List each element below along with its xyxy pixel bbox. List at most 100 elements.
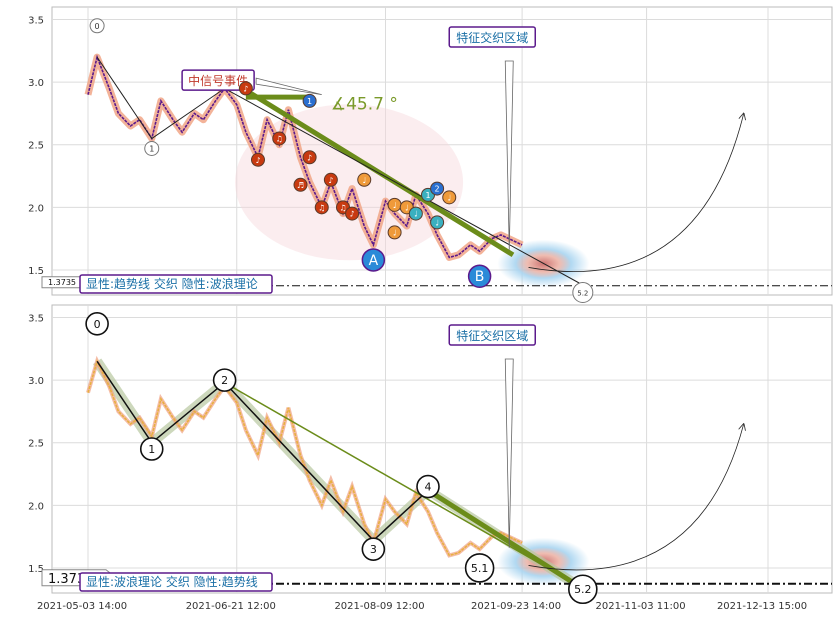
x-tick-label: 2021-06-21 12:00 <box>186 601 276 612</box>
signal-marker-text: ♫ <box>339 203 346 212</box>
bottom-annotation-label: 显性:波浪理论 交织 隐性:趋势线 <box>86 574 258 589</box>
signal-marker-text: ♪ <box>243 84 248 93</box>
wave-point-label: A <box>369 253 379 269</box>
feature-zone-label: 特征交织区域 <box>456 30 528 45</box>
signal-marker-text: 1 <box>307 97 312 106</box>
signal-marker <box>293 177 308 192</box>
y-tick-label: 2.5 <box>28 439 44 450</box>
wave-label-circle <box>144 140 160 156</box>
y-tick-label: 2.0 <box>28 501 44 512</box>
trend-line <box>224 381 575 584</box>
signal-marker <box>251 152 265 167</box>
bottom-annotation-label: 显性:趋势线 交织 隐性:波浪理论 <box>86 276 258 291</box>
signal-event-arrow <box>255 77 322 96</box>
wave-point-marker <box>467 264 492 288</box>
bottom-annotation-box <box>79 274 273 294</box>
wave-label: 0 <box>94 318 101 331</box>
wave-label: 4 <box>425 481 432 494</box>
y-tick-label: 3.0 <box>28 78 44 89</box>
trend-line-thick <box>426 488 576 586</box>
signal-marker-text: ♩ <box>393 201 397 210</box>
wave-point-marker <box>361 248 386 272</box>
signal-marker <box>387 225 402 240</box>
signal-marker-text: ♫ <box>276 134 283 143</box>
wave-label: 2 <box>221 374 228 387</box>
projection-arc <box>528 113 744 272</box>
signal-marker-text: ♩ <box>447 193 451 202</box>
signal-marker <box>238 81 253 96</box>
signal-marker <box>323 172 338 187</box>
plot-frame <box>51 304 833 594</box>
wave-label: 5.2 <box>577 289 588 297</box>
wave-label-circle <box>85 311 109 336</box>
angle-label: ∡45.7 ° <box>331 95 398 115</box>
wave-point-label: B <box>475 269 485 285</box>
trend-line <box>235 82 515 258</box>
wave-label-circle <box>416 474 440 499</box>
x-tick-label: 2021-08-09 12:00 <box>334 601 424 612</box>
wave-label-circle <box>361 537 386 561</box>
wave-label-circle <box>139 437 164 461</box>
signal-marker-text: ♩ <box>393 228 397 237</box>
signal-marker <box>430 215 445 230</box>
price-series-line <box>87 54 523 259</box>
y-tick-label: 1.5 <box>28 564 44 575</box>
signal-marker-text: ♪ <box>255 156 260 165</box>
projection-arc <box>528 424 744 571</box>
y-tick-label: 3.0 <box>28 376 44 387</box>
feature-zone-label: 特征交织区域 <box>456 328 528 343</box>
wave-label: 5.2 <box>574 583 592 596</box>
x-tick-label: 2021-05-03 14:00 <box>37 601 127 612</box>
signal-marker-text: ♩ <box>362 176 366 185</box>
signal-marker-text: ♩ <box>405 203 409 212</box>
signal-marker-text: ♬ <box>297 181 304 190</box>
wave-label: 1 <box>148 443 155 456</box>
signal-event-label: 中信号事件 <box>188 73 248 88</box>
signal-event-box <box>181 69 255 91</box>
signal-marker-text: ♫ <box>318 203 325 212</box>
signal-marker-text: 2 <box>435 185 440 194</box>
feature-zone-box <box>448 26 536 48</box>
wave-label: 3 <box>370 543 377 556</box>
wave-label-circle <box>89 18 105 34</box>
signal-marker-text: 1 <box>425 191 430 200</box>
signal-marker <box>442 190 457 205</box>
y-tick-label: 2.0 <box>28 203 44 214</box>
signal-marker-text: ♪ <box>350 210 355 219</box>
wave-label: 5.1 <box>471 562 489 575</box>
signal-marker-text: ♩ <box>414 210 418 219</box>
feature-zone-arrow <box>504 358 514 548</box>
wave-label-circle <box>572 281 594 303</box>
wave-label-circle <box>568 574 598 605</box>
signal-marker <box>314 200 329 215</box>
x-tick-label: 2021-09-23 14:00 <box>471 601 561 612</box>
signal-marker <box>302 93 317 108</box>
hline-label: 1.3735 <box>48 278 76 287</box>
signal-marker <box>357 172 372 187</box>
x-tick-label: 2021-12-13 15:00 <box>717 601 807 612</box>
price-series-line <box>87 359 523 557</box>
signal-marker <box>430 181 445 196</box>
x-tick-label: 2021-11-03 11:00 <box>596 601 686 612</box>
signal-marker <box>272 131 287 146</box>
wave-label: 0 <box>95 22 100 31</box>
signal-marker-text: ♩ <box>435 218 439 227</box>
signal-marker-text: ♪ <box>328 176 333 185</box>
wave-label-circle <box>464 553 495 583</box>
y-tick-label: 3.5 <box>28 314 44 325</box>
signal-marker-text: ♪ <box>307 153 312 162</box>
feature-zone-arrow <box>504 60 514 250</box>
y-tick-label: 1.5 <box>28 266 44 277</box>
signal-marker <box>345 206 360 221</box>
wave-label-circle <box>212 368 237 392</box>
y-tick-label: 3.5 <box>28 16 44 27</box>
signal-marker <box>408 206 423 221</box>
signal-marker <box>302 150 317 165</box>
wave-skeleton <box>96 56 584 286</box>
feature-zone-box <box>448 324 536 346</box>
bottom-annotation-box <box>79 572 273 592</box>
